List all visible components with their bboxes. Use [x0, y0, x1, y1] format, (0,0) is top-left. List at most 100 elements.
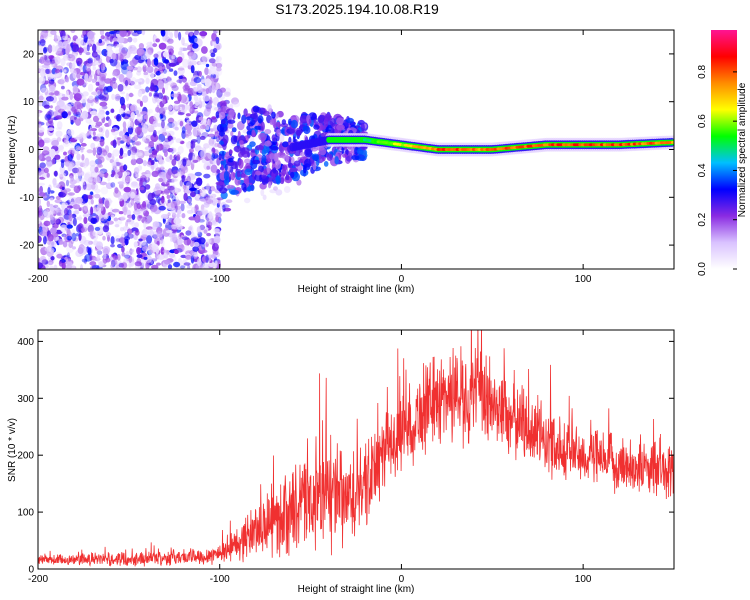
heatmap-cell [59, 260, 63, 264]
heatmap-cell [242, 150, 250, 158]
heatmap-cell [136, 247, 141, 255]
heatmap-cell [211, 197, 218, 206]
heatmap-cell [155, 167, 162, 175]
heatmap-cell [148, 92, 152, 97]
x-tick-label: 100 [575, 274, 592, 285]
heatmap-cell [157, 254, 165, 260]
heatmap-cell [153, 186, 162, 195]
heatmap-cell [200, 56, 208, 64]
heatmap-cell [88, 95, 94, 101]
heatmap-cell [46, 96, 54, 102]
heatmap-cell [58, 172, 66, 177]
heatmap-cell [176, 213, 180, 218]
heatmap-cell [163, 68, 167, 74]
heatmap-cell [38, 76, 46, 85]
heatmap-cell [118, 131, 124, 137]
heatmap-cell [96, 203, 104, 212]
heatmap-cell [211, 62, 218, 67]
heatmap-cell [182, 158, 187, 167]
heatmap-cell [95, 81, 100, 86]
heatmap-cell [62, 137, 67, 143]
heatmap-cell [196, 226, 201, 234]
heatmap-cell [192, 159, 198, 163]
heatmap-cell [141, 240, 146, 246]
heatmap-cell [181, 104, 186, 111]
heatmap-cell [87, 57, 93, 64]
heatmap-cell [127, 120, 133, 129]
heatmap-cell [192, 87, 197, 96]
heatmap-cell [47, 44, 53, 54]
heatmap-cell [95, 99, 99, 104]
heatmap-cell [56, 121, 63, 130]
heatmap-cell [317, 125, 327, 131]
heatmap-cell [95, 95, 99, 102]
heatmap-cell [176, 208, 182, 215]
heatmap-cell [75, 57, 83, 65]
heatmap-cell [254, 173, 262, 182]
heatmap-cell [106, 85, 113, 93]
heatmap-cell [153, 162, 159, 170]
heatmap-cell [110, 108, 115, 113]
heatmap-cell [281, 119, 287, 125]
heatmap-cell [83, 202, 88, 212]
heatmap-cell [133, 241, 138, 248]
heatmap-cell [282, 141, 289, 148]
heatmap-cell [38, 48, 44, 52]
heatmap-cell [68, 212, 73, 222]
heatmap-cell [181, 95, 190, 103]
heatmap-cell [63, 69, 67, 73]
heatmap-cell [92, 136, 100, 142]
heatmap-cell [85, 63, 91, 72]
heatmap-cell [160, 248, 165, 254]
heatmap-cell [62, 240, 68, 248]
heatmap-cell [49, 209, 55, 215]
heatmap-cell [39, 56, 45, 64]
heatmap-cell [230, 171, 236, 181]
heatmap-cell [264, 129, 272, 135]
heatmap-cell [113, 255, 119, 261]
heatmap-cell [199, 224, 205, 233]
heatmap-cell [158, 171, 167, 178]
heatmap-cell [158, 205, 166, 211]
heatmap-cell [74, 93, 82, 102]
heatmap-cell [152, 225, 157, 231]
heatmap-cell [81, 258, 88, 263]
heatmap-cell [153, 129, 157, 138]
heatmap-cell [82, 30, 88, 37]
heatmap-cell [121, 252, 126, 257]
heatmap-cell [351, 155, 360, 161]
heatmap-cell [186, 204, 192, 209]
heatmap-cell [38, 139, 45, 148]
heatmap-cell [177, 146, 184, 154]
heatmap-cell [192, 246, 199, 252]
heatmap-cell [86, 179, 94, 186]
heatmap-cell [201, 158, 206, 164]
heatmap-cell [140, 234, 149, 238]
heatmap-cell [96, 254, 100, 263]
heatmap-cell [198, 243, 205, 251]
heatmap-cell [136, 158, 144, 165]
heatmap-cell [118, 108, 124, 115]
heatmap-cell [100, 63, 105, 73]
heatmap-cell [299, 121, 303, 126]
heatmap-cell [142, 64, 147, 73]
heatmap-cell [126, 209, 132, 217]
heatmap-cell [222, 204, 230, 208]
heatmap-cell [65, 90, 69, 98]
heatmap-cell [220, 119, 226, 125]
heatmap-cell [171, 234, 178, 241]
heatmap-cell [213, 106, 222, 111]
heatmap-cell [198, 61, 203, 65]
heatmap-cell [68, 111, 71, 116]
heatmap-cell [201, 55, 208, 62]
heatmap-cell [176, 91, 182, 101]
heatmap-cell [112, 77, 116, 84]
heatmap-cell [179, 265, 186, 269]
heatmap-cell [194, 37, 199, 44]
heatmap-cell [214, 251, 219, 256]
heatmap-cell [76, 73, 81, 79]
heatmap-cell [214, 228, 221, 237]
heatmap-cell [166, 45, 174, 51]
heatmap-cell [130, 104, 138, 112]
heatmap-cell [97, 156, 105, 163]
